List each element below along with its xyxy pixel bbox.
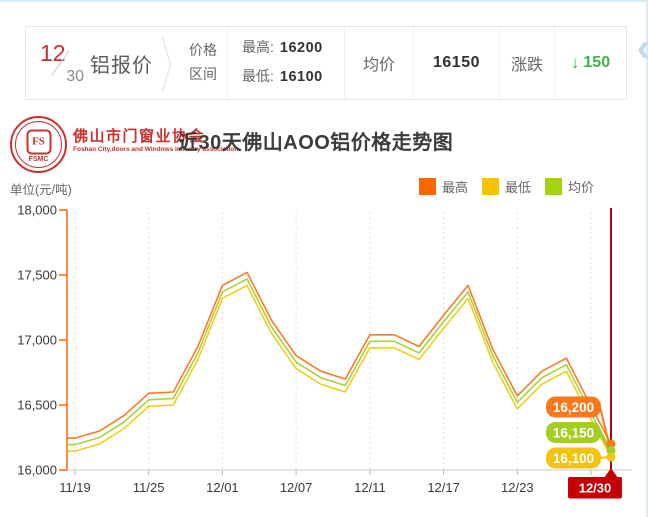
high-label: 最高: (242, 39, 274, 56)
carousel-prev-icon[interactable]: ‹ (637, 28, 648, 68)
svg-text:16,200: 16,200 (553, 400, 594, 415)
svg-text:12/23: 12/23 (501, 480, 534, 495)
svg-text:17,000: 17,000 (17, 333, 57, 348)
legend-label-high: 最高 (442, 180, 469, 195)
legend-label-low: 最低 (505, 180, 532, 195)
unit-label: 单位(元/吨) (10, 183, 72, 197)
svg-text:11/25: 11/25 (133, 480, 165, 495)
high-low-cell: 最高: 16200 最低: 16100 (227, 27, 344, 99)
svg-text:12/30: 12/30 (579, 481, 612, 496)
logo-monogram: FS (26, 129, 51, 154)
svg-text:17,500: 17,500 (17, 268, 57, 283)
svg-text:18,000: 18,000 (17, 203, 57, 218)
legend-label-avg: 均价 (568, 180, 595, 195)
legend-swatch-low (482, 178, 500, 195)
svg-text:12/17: 12/17 (427, 480, 460, 495)
down-arrow-icon: ↓ (570, 53, 580, 72)
avg-value: 16150 (413, 27, 499, 99)
legend-item-low: 最低 (482, 177, 531, 196)
avg-label: 均价 (344, 27, 413, 99)
legend-item-avg: 均价 (545, 177, 594, 196)
top-border-line (0, 0, 648, 2)
svg-text:16,150: 16,150 (553, 425, 594, 440)
price-range-label: 价格 区间 (179, 27, 227, 99)
legend-swatch-high (419, 178, 436, 195)
svg-text:16,000: 16,000 (17, 463, 57, 478)
quote-date: 12 30 (40, 38, 84, 88)
svg-text:12/01: 12/01 (206, 480, 239, 495)
change-label: 涨跌 (499, 27, 554, 99)
right-border-line (646, 0, 648, 517)
price-range-label-line2: 区间 (189, 66, 217, 82)
chevron-right-icon (159, 36, 175, 93)
page-title: 近30天佛山AOO铝价格走势图 (178, 132, 454, 154)
svg-text:11/19: 11/19 (59, 480, 91, 495)
low-label: 最低: (242, 68, 274, 84)
quote-date-day: 30 (66, 68, 84, 85)
quote-bar: 12 30 铝报价 价格 区间 最高: 16200 最低: 16100 均价 161… (25, 26, 627, 100)
change-value: 150 (583, 54, 611, 71)
high-value: 16200 (279, 40, 323, 57)
legend-item-high: 最高 (419, 177, 468, 196)
quote-product-cell: 12 30 铝报价 (26, 27, 179, 99)
logo-abbr: FSMC (28, 156, 49, 163)
quote-date-month: 12 (40, 40, 66, 66)
svg-text:16,500: 16,500 (17, 398, 57, 413)
logo-inner-ring (15, 121, 62, 168)
org-name-en: Foshan City,doors and Windows Industry a… (73, 146, 239, 153)
change-cell: ↓ 150 (554, 27, 626, 99)
svg-text:12/07: 12/07 (280, 480, 313, 495)
legend-swatch-avg (545, 178, 563, 195)
low-value: 16100 (279, 69, 323, 85)
association-logo: FS FSMC (10, 116, 67, 173)
org-name: 佛山市门窗业协会 (73, 128, 206, 145)
legend: 最高 最低 均价 (419, 177, 608, 196)
price-range-label-line1: 价格 (189, 42, 217, 59)
svg-text:12/11: 12/11 (354, 480, 386, 495)
svg-text:16,100: 16,100 (553, 451, 594, 466)
product-name: 铝报价 (90, 54, 153, 77)
